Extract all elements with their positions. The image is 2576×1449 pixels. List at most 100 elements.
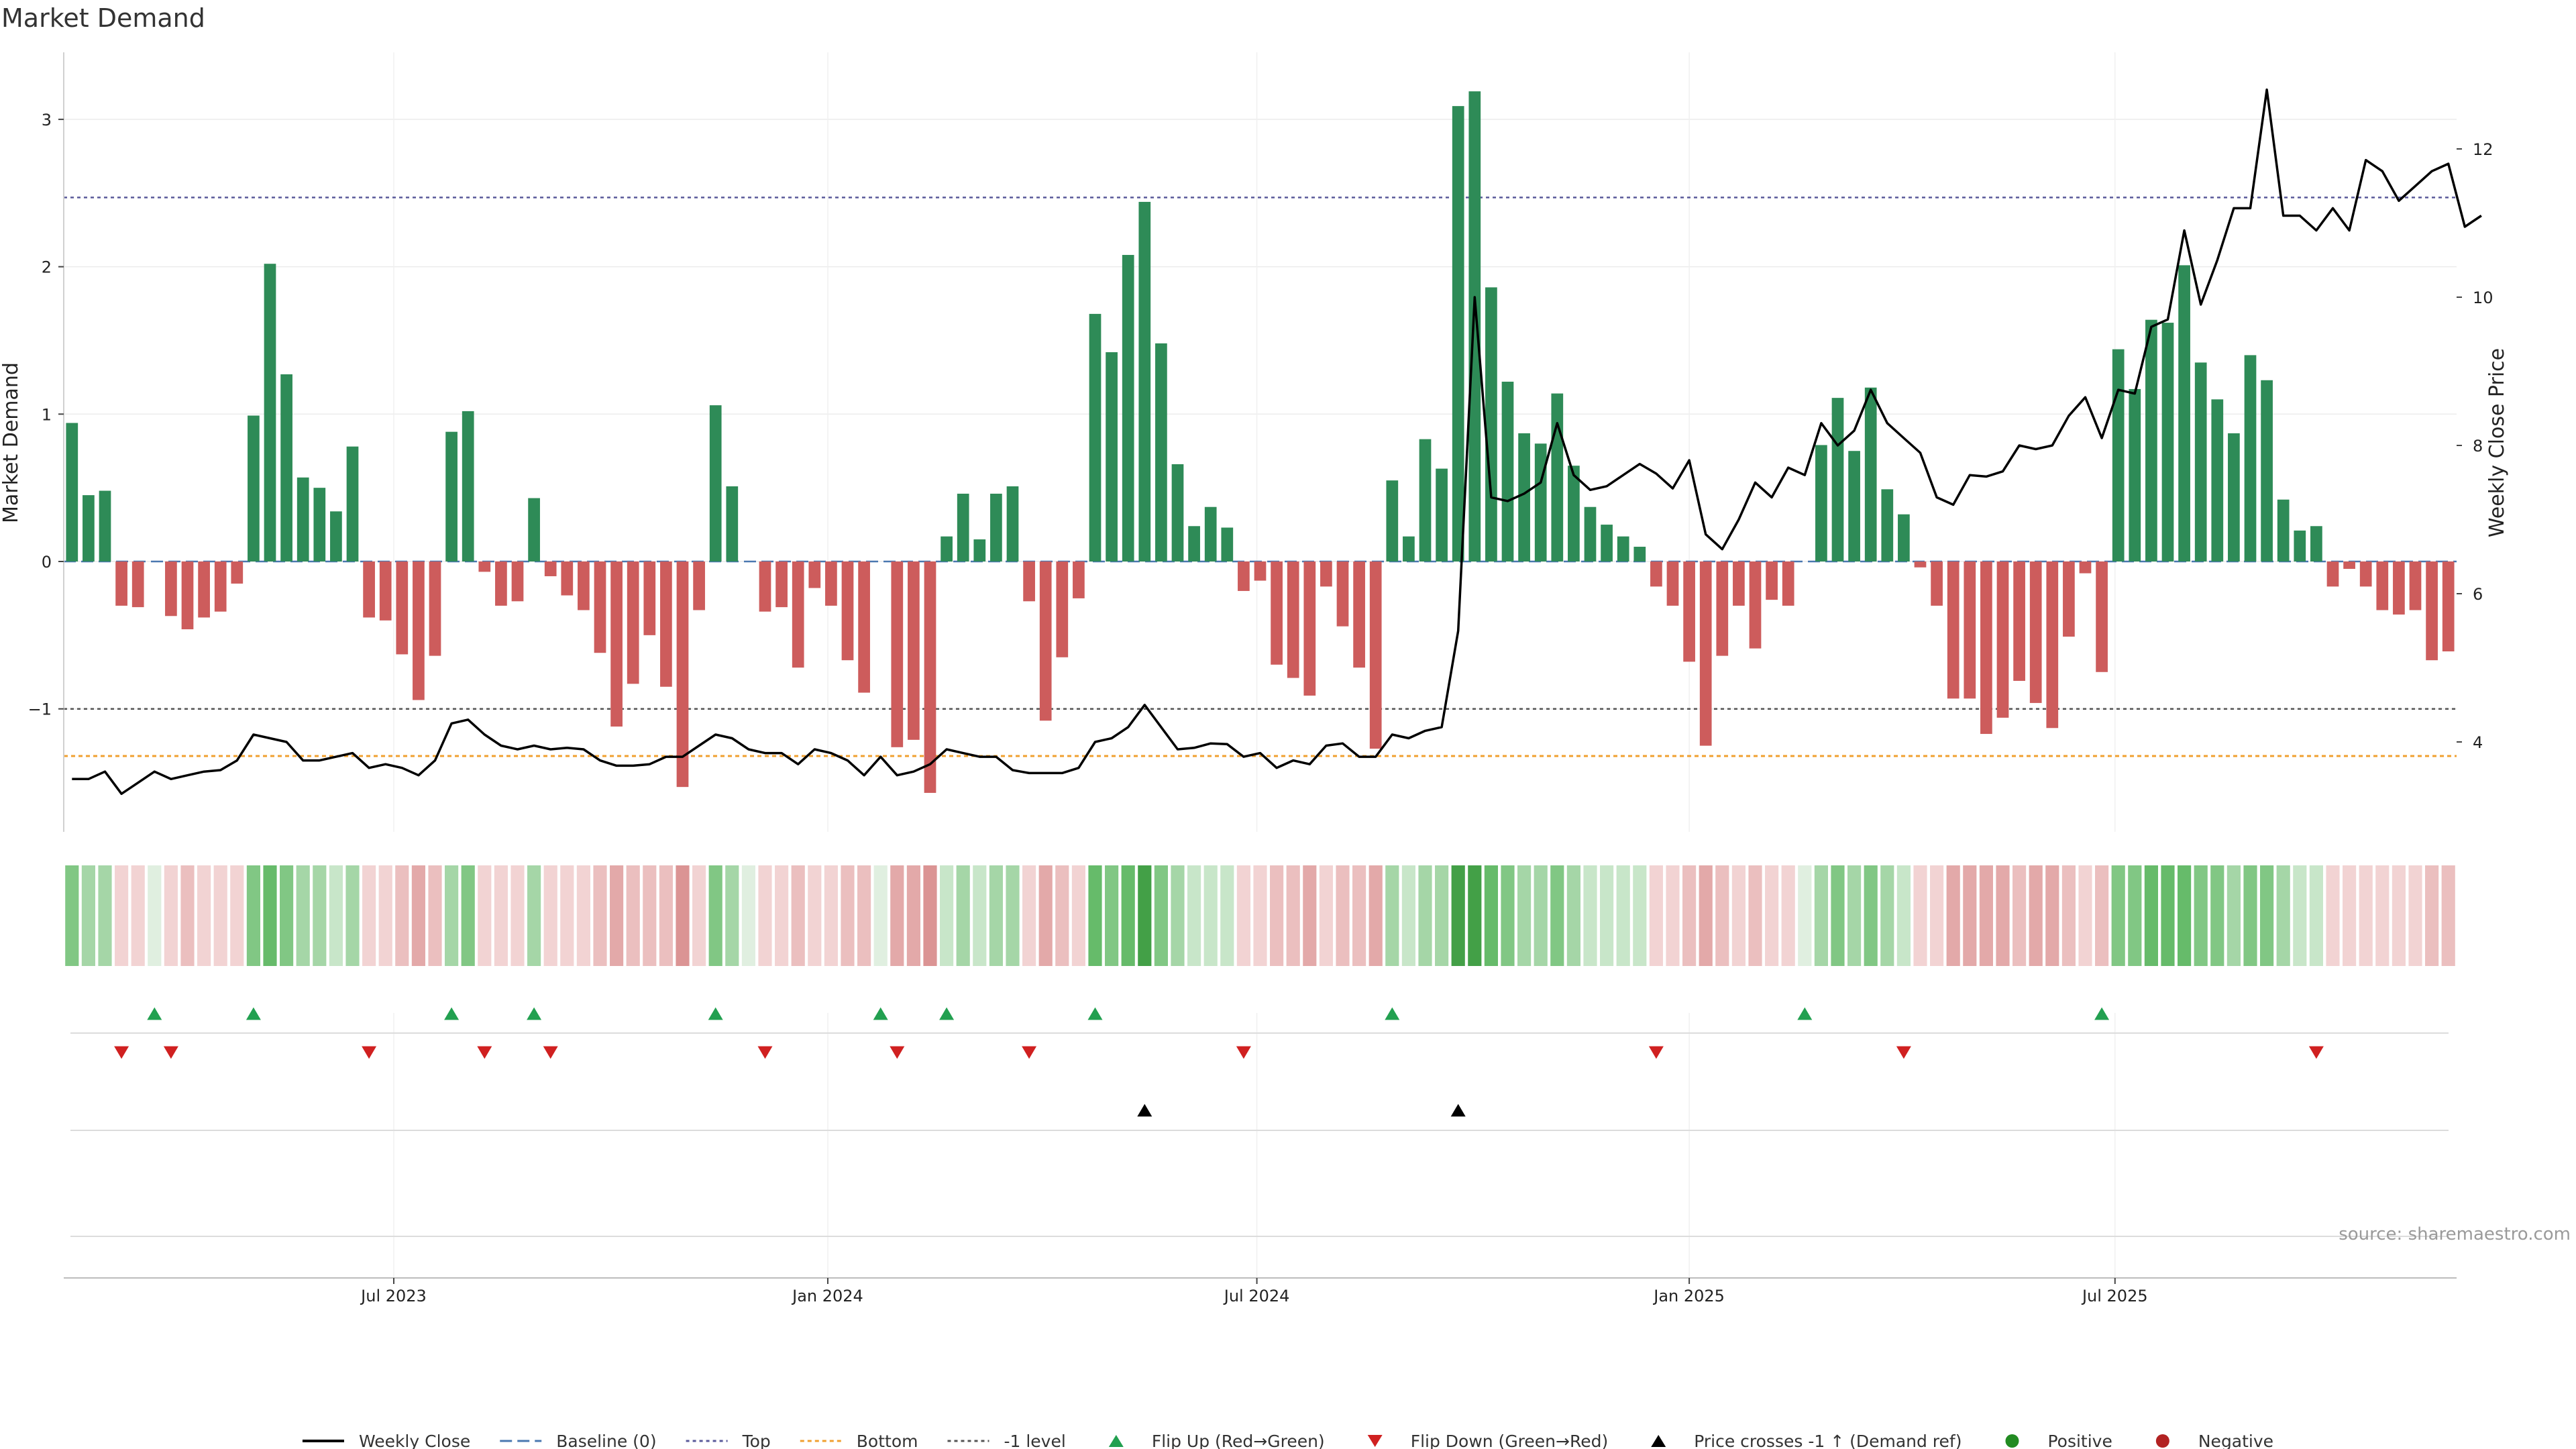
heat-cell: [2144, 865, 2158, 966]
heat-cell: [98, 865, 112, 966]
heat-cell: [1534, 865, 1548, 966]
negative-bar: [1023, 561, 1035, 602]
heat-cell: [2078, 865, 2092, 966]
legend-label: Bottom: [857, 1432, 918, 1449]
flip-up-marker: [1087, 1007, 1103, 1020]
positive-bar: [1881, 489, 1894, 561]
negative-bar: [1320, 561, 1332, 587]
positive-bar: [2112, 349, 2125, 561]
heat-cell: [1913, 865, 1927, 966]
positive-bar: [346, 446, 359, 561]
negative-bar: [1733, 561, 1745, 606]
positive-bar: [248, 415, 260, 561]
negative-bar: [2442, 561, 2455, 652]
negative-bar: [1716, 561, 1729, 656]
heat-cell: [362, 865, 376, 966]
negative-bar: [115, 561, 127, 606]
positive-bar: [1501, 381, 1514, 561]
negative-bar: [792, 561, 804, 668]
negative-bar: [1666, 561, 1679, 606]
positive-bar: [1518, 433, 1530, 561]
negative-bar: [2096, 561, 2108, 672]
legend-item: Negative: [2155, 1432, 2273, 1449]
positive-bar: [2261, 380, 2273, 561]
heat-cell: [411, 865, 425, 966]
negative-bar: [379, 561, 392, 621]
flip-up-marker: [147, 1007, 162, 1020]
negative-bar: [1749, 561, 1762, 649]
y-tick-label: 1: [42, 405, 52, 424]
heat-cell: [1649, 865, 1663, 966]
negative-bar: [1369, 561, 1382, 749]
legend: Weekly Close Baseline (0) Top Bottom -1 leve…: [302, 1432, 2273, 1449]
positive-bar: [1386, 480, 1399, 561]
positive-bar: [1403, 536, 1415, 561]
flip-up-marker: [527, 1007, 542, 1020]
positive-bar: [99, 490, 111, 561]
heat-cell: [1006, 865, 1020, 966]
legend-item: -1 level: [947, 1432, 1066, 1449]
legend-item: Price crosses -1 ↑ (Demand ref): [1651, 1432, 1962, 1449]
heat-cell: [643, 865, 657, 966]
positive-bar: [1848, 451, 1860, 561]
heat-cell: [1864, 865, 1878, 966]
positive-bar: [2211, 399, 2224, 561]
heat-cell: [1930, 865, 1944, 966]
flip-up-marker: [708, 1007, 723, 1020]
heat-cell: [1550, 865, 1564, 966]
negative-bar: [908, 561, 920, 740]
heat-cell: [345, 865, 360, 966]
heat-cell: [263, 865, 277, 966]
heat-cell: [230, 865, 244, 966]
heat-cell: [824, 865, 838, 966]
heat-cell: [1270, 865, 1284, 966]
heat-cell: [2210, 865, 2224, 966]
negative-bar: [1056, 561, 1069, 657]
heat-cell: [445, 865, 459, 966]
heat-cell: [478, 865, 492, 966]
heat-cell: [1731, 865, 1746, 966]
negative-bar: [561, 561, 574, 596]
heat-cell: [1699, 865, 1713, 966]
y-tick-label: 3: [42, 111, 52, 129]
legend-item: Weekly Close: [302, 1432, 470, 1449]
negative-bar: [610, 561, 623, 727]
negative-bar: [775, 561, 788, 608]
flip-up-marker: [873, 1007, 888, 1020]
negative-bar: [1271, 561, 1283, 665]
heat-cell: [1171, 865, 1185, 966]
positive-bar: [990, 493, 1002, 561]
negative-bar: [1914, 561, 1927, 568]
heat-cell: [741, 865, 755, 966]
legend-label: Flip Down (Green→Red): [1411, 1432, 1609, 1449]
negative-bar: [1254, 561, 1267, 581]
heat-cell: [2276, 865, 2290, 966]
negative-bar: [429, 561, 441, 656]
negative-bar: [2326, 561, 2339, 587]
flip-down-marker: [2308, 1046, 2324, 1059]
heat-cell: [395, 865, 409, 966]
heat-cell: [973, 865, 987, 966]
heat-cell: [1963, 865, 1977, 966]
positive-bar: [1106, 352, 1118, 561]
heat-cell: [593, 865, 607, 966]
heat-cell: [2178, 865, 2192, 966]
heat-cell: [775, 865, 789, 966]
positive-bar: [941, 536, 953, 561]
x-tick-label: Jul 2025: [2081, 1287, 2148, 1305]
heat-cell: [2260, 865, 2274, 966]
heat-cell: [1633, 865, 1647, 966]
legend-item: Top: [686, 1432, 771, 1449]
negative-bar: [660, 561, 672, 687]
y-tick-label: 2: [42, 258, 52, 277]
price-cross-marker: [1450, 1104, 1466, 1117]
heat-cell: [2128, 865, 2142, 966]
negative-bar: [165, 561, 177, 616]
negative-legend-icon: [2155, 1434, 2169, 1448]
negative-bar: [2079, 561, 2092, 574]
negative-bar: [2393, 561, 2405, 615]
negative-bar: [1683, 561, 1695, 662]
negative-bar: [511, 561, 524, 602]
negative-bar: [594, 561, 606, 653]
negative-bar: [858, 561, 870, 693]
